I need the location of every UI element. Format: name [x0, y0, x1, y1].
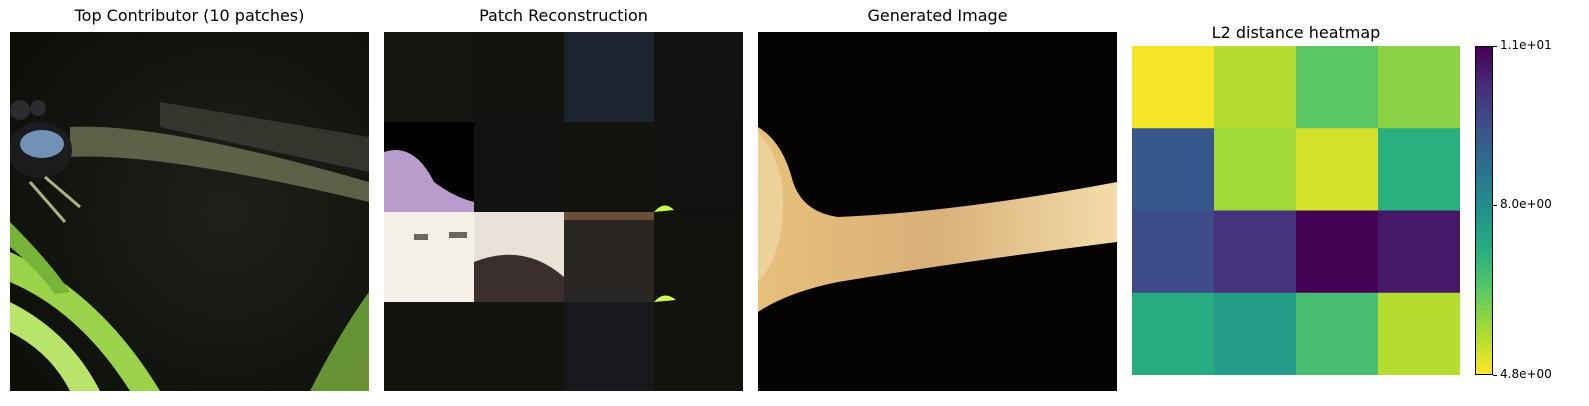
colorbar-tick-label-1: 8.0e+00 — [1500, 197, 1552, 212]
colorbar — [1475, 46, 1493, 375]
heatmap-cell-r3-c2 — [1296, 292, 1379, 375]
heatmap-cell-r0-c3 — [1378, 46, 1460, 129]
heatmap-cell-r3-c3 — [1378, 292, 1460, 375]
generated-image-title: Generated Image — [867, 6, 1008, 25]
generated-image — [758, 32, 1117, 391]
heatmap-cell-r2-c3 — [1378, 210, 1460, 294]
top-contributor-title: Top Contributor (10 patches) — [74, 6, 305, 25]
heatmap-cell-r0-c1 — [1214, 46, 1297, 129]
colorbar-tick-label-0: 1.1e+01 — [1500, 38, 1552, 52]
heatmap-cell-r1-c2 — [1296, 128, 1379, 211]
heatmap-cell-r0-c0 — [1132, 46, 1215, 129]
heatmap-cell-r2-c2 — [1296, 210, 1379, 294]
colorbar-tick-1 — [1493, 204, 1497, 206]
colorbar-tick-0 — [1493, 45, 1497, 47]
colorbar-tick-label-2: 4.8e+00 — [1500, 367, 1552, 381]
heatmap-cell-r0-c2 — [1296, 46, 1379, 129]
colorbar-tick-2 — [1493, 374, 1497, 376]
top-contributor-image — [10, 32, 369, 391]
heatmap-cell-r1-c1 — [1214, 128, 1297, 211]
heatmap-cell-r1-c3 — [1378, 128, 1460, 211]
patch-reconstruction-image — [384, 32, 743, 391]
heatmap-cell-r1-c0 — [1132, 128, 1215, 211]
heatmap-cell-r2-c1 — [1214, 210, 1297, 294]
heatmap-cell-r2-c0 — [1132, 210, 1215, 294]
heatmap — [1132, 46, 1460, 375]
patch-reconstruction-title: Patch Reconstruction — [479, 6, 648, 25]
heatmap-cell-r3-c0 — [1132, 292, 1215, 375]
heatmap-title: L2 distance heatmap — [1211, 23, 1381, 42]
heatmap-cell-r3-c1 — [1214, 292, 1297, 375]
